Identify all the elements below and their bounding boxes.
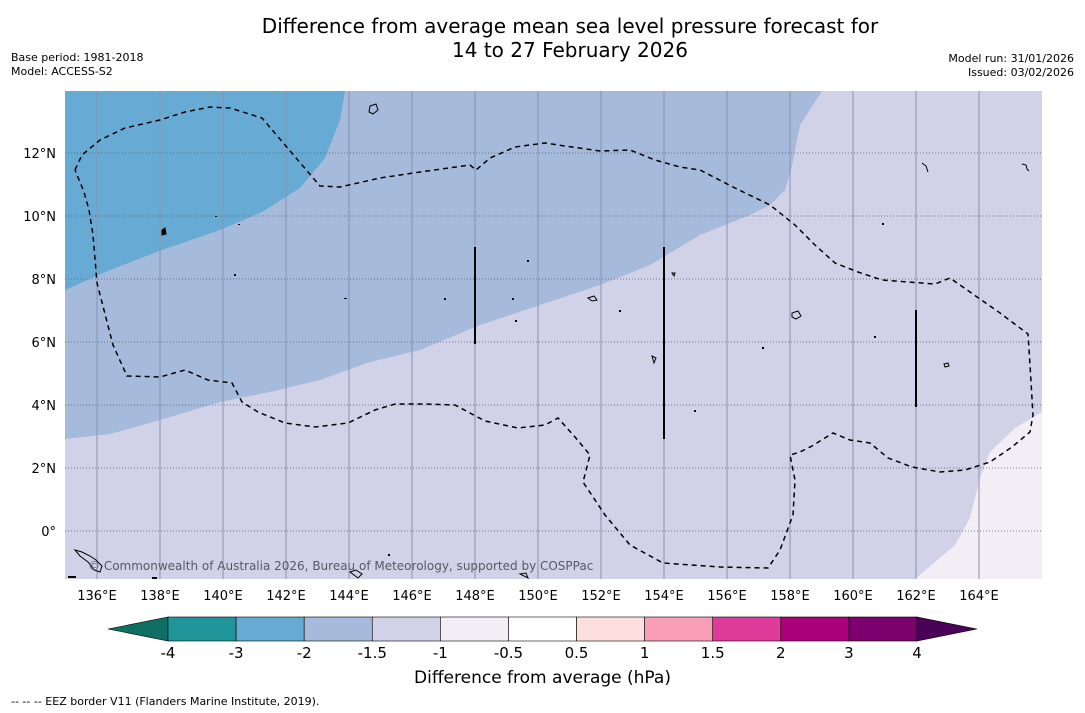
latitude-label: 4°N [32,399,57,414]
anomaly-field [65,91,1042,579]
meridian-markers [474,247,917,439]
colorbar-extend-low [107,616,169,642]
island-dot-3 [444,298,446,300]
island-north-east [1021,163,1030,172]
colorbar-bin [371,616,441,642]
eez-borders [74,106,1034,569]
latitude-label: 0° [41,525,56,540]
longitude-label: 140°E [203,589,243,604]
colorbar-tick-label: -1 [433,644,448,662]
colorbar-bin [235,616,305,642]
island-dot-8 [694,410,696,412]
colorbar-extend-high [916,616,978,642]
island-dot-15 [152,577,157,579]
colorbar-tick-label: 1.5 [701,644,725,662]
island-dot-2 [344,298,347,299]
latitude-label: 2°N [32,462,57,477]
island-kosrae [943,362,950,368]
eez-border-palau-fsm [74,106,1034,569]
island-yap [161,227,167,236]
island-png-east [518,572,529,580]
meta-left: Base period: 1981-2018 Model: ACCESS-S2 [11,51,143,79]
island-dot-9 [762,347,764,349]
colorbar-tick-label: 3 [844,644,854,662]
longitude-label: 142°E [266,589,306,604]
base-period: Base period: 1981-2018 [11,51,144,64]
title-line-2: 14 to 27 February 2026 [452,38,688,62]
colorbar-bin [848,616,918,642]
colorbar-tick-label: -2 [297,644,312,662]
island-dot-14 [68,576,76,578]
chart-title: Difference from average mean sea level p… [170,14,970,62]
longitude-label: 156°E [707,589,747,604]
island-dot-16 [388,554,390,556]
island-dot-6 [515,320,517,322]
anomaly-band-minus3-to-minus2 [65,91,345,290]
longitude-label: 158°E [770,589,810,604]
island-dot-5 [527,260,529,262]
latitude-label: 12°N [23,147,56,162]
longitude-label: 160°E [833,589,873,604]
longitude-label: 144°E [329,589,369,604]
colorbar-title: Difference from average (hPa) [414,668,671,688]
model-name: Model: ACCESS-S2 [11,65,113,78]
eez-footnote: -- -- -- EEZ border V11 (Flanders Marine… [11,695,320,708]
island-nukuoro [651,355,657,365]
colorbar-bin [303,616,373,642]
longitude-label: 164°E [959,589,999,604]
colorbar-tick-label: -1.5 [358,644,387,662]
colorbar-bin [644,616,714,642]
model-run: Model run: 31/01/2026 [948,52,1074,65]
colorbar [107,616,978,642]
latitude-labels: 12°N 10°N 8°N 6°N 4°N 2°N 0° [23,147,56,540]
title-line-1: Difference from average mean sea level p… [261,14,879,38]
island-chuuk [586,295,598,302]
longitude-label: 162°E [896,589,936,604]
colorbar-bin [508,616,577,642]
colorbar-bin [167,616,237,642]
island-dot-11 [874,336,876,338]
island-pohnpei [791,310,802,320]
island-dot-1 [234,274,236,276]
colorbar-bin [576,616,645,642]
island-manus [348,569,363,579]
colorbar-tick-label: 2 [776,644,786,662]
colorbar-tick-label: 4 [912,644,922,662]
longitude-label: 150°E [518,589,558,604]
colorbar-bin [712,616,782,642]
island-dot-4 [512,298,514,300]
colorbar-tick-label: -0.5 [494,644,523,662]
island-dot-10 [882,223,884,225]
longitude-labels: 136°E 138°E 140°E 142°E 144°E 146°E 148°E 150°E… [77,589,999,604]
island-ngulu [368,103,379,115]
issued-date: Issued: 03/02/2026 [967,66,1074,79]
meta-right: Model run: 31/01/2026 Issued: 03/02/2026 [948,52,1074,80]
colorbar-tick-label: 1 [640,644,650,662]
latitude-label: 8°N [32,273,57,288]
longitude-label: 146°E [392,589,432,604]
longitude-label: 148°E [455,589,495,604]
island-png-north [73,549,103,573]
colorbar-bin [440,616,509,642]
latitude-label: 6°N [32,336,57,351]
colorbar-tick-label: -3 [229,644,244,662]
colorbar-bin [780,616,850,642]
latitude-label: 10°N [23,210,56,225]
longitude-label: 154°E [644,589,684,604]
island-dot-12 [238,224,240,225]
colorbar-tick-labels: -4 -3 -2 -1.5 -1 -0.5 0.5 1 1.5 2 3 4 [161,644,922,662]
longitude-label: 138°E [140,589,180,604]
copyright-notice: © Commonwealth of Australia 2026, Bureau… [88,559,593,573]
colorbar-tick-label: -4 [161,644,176,662]
longitude-label: 152°E [581,589,621,604]
island-dots [68,216,884,579]
island-satawal [671,272,676,278]
colorbar-tick-label: 0.5 [565,644,589,662]
islands [73,103,1030,580]
island-dot-13 [215,216,217,217]
longitude-label: 136°E [77,589,117,604]
island-north-east-2 [921,162,929,173]
island-dot-7 [619,310,621,312]
